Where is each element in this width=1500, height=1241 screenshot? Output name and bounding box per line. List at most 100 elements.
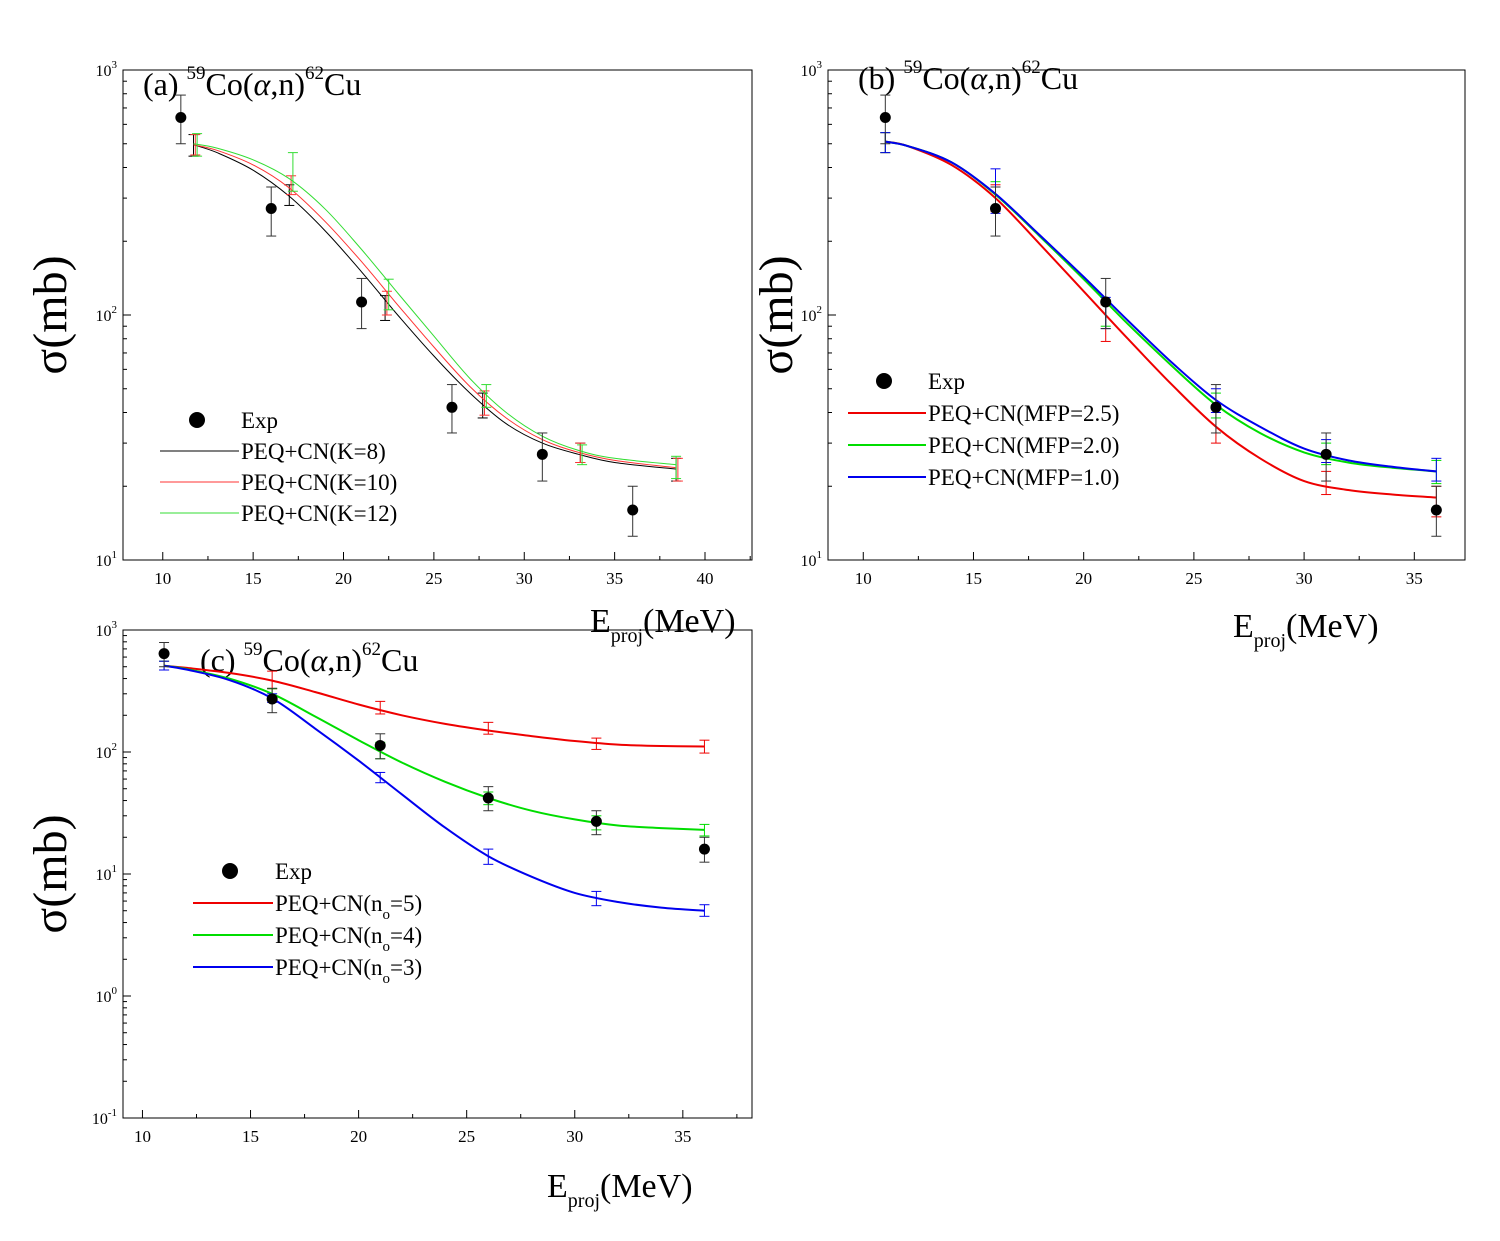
y-tick-exponent: 1 bbox=[112, 549, 118, 561]
y-tick-label: 102 bbox=[96, 304, 118, 325]
x-tick-label: 15 bbox=[242, 1127, 259, 1146]
y-tick-label: 10-1 bbox=[92, 1107, 117, 1128]
legend-label-1: PEQ+CN(no=5) bbox=[275, 891, 422, 923]
x-tick-label: 25 bbox=[1185, 569, 1202, 588]
exp-point bbox=[536, 448, 548, 460]
title-target: Co( bbox=[263, 642, 311, 678]
x-tick-label: 20 bbox=[335, 569, 352, 588]
title-product: Cu bbox=[1041, 60, 1078, 96]
y-tick-base: 10 bbox=[801, 553, 817, 570]
exp-point bbox=[879, 111, 891, 123]
exp-point bbox=[1430, 504, 1442, 516]
series-line-3 bbox=[885, 140, 1437, 473]
y-tick-exponent: -1 bbox=[108, 1107, 117, 1119]
y-tick-base: 10 bbox=[96, 553, 112, 570]
title-product: Cu bbox=[324, 66, 361, 102]
legend-label-1: PEQ+CN(K=8) bbox=[241, 439, 386, 464]
y-tick-label: 102 bbox=[801, 304, 823, 325]
x-tick-label: 20 bbox=[350, 1127, 367, 1146]
y-tick-exponent: 3 bbox=[112, 619, 118, 631]
y-tick-label: 103 bbox=[801, 59, 823, 80]
exp-point bbox=[698, 843, 710, 855]
x-tick-label: 10 bbox=[154, 569, 171, 588]
y-tick-exponent: 1 bbox=[112, 863, 118, 875]
legend-label-text: PEQ+CN(n bbox=[275, 955, 383, 980]
x-axis-symbol: E bbox=[547, 1168, 568, 1205]
legend-label-text: PEQ+CN(K=8) bbox=[241, 439, 386, 464]
title-target: Co( bbox=[922, 60, 970, 96]
legend-exp-marker bbox=[222, 863, 238, 879]
x-tick-label: 10 bbox=[134, 1127, 151, 1146]
legend-label-3: PEQ+CN(MFP=1.0) bbox=[928, 465, 1119, 490]
panel-label: (a) bbox=[143, 66, 187, 102]
y-tick-base: 10 bbox=[92, 1111, 108, 1128]
x-axis-symbol: E bbox=[1233, 608, 1254, 645]
plot-frame bbox=[122, 629, 753, 1119]
title-target: Co( bbox=[206, 66, 254, 102]
legend-label-3: PEQ+CN(no=3) bbox=[275, 955, 422, 987]
legend-label-text: PEQ+CN(MFP=1.0) bbox=[928, 465, 1119, 490]
x-tick-label: 30 bbox=[516, 569, 533, 588]
x-tick-label: 30 bbox=[1296, 569, 1313, 588]
x-tick-label: 15 bbox=[245, 569, 262, 588]
y-tick-label: 103 bbox=[96, 59, 118, 80]
title-mass-62: 62 bbox=[1022, 57, 1041, 78]
y-tick-base: 10 bbox=[801, 308, 817, 325]
y-tick-exponent: 0 bbox=[112, 985, 118, 997]
exp-point bbox=[627, 504, 639, 516]
y-tick-label: 101 bbox=[801, 549, 823, 570]
panel-title: (b) 59Co(α,n)62Cu bbox=[858, 57, 1078, 96]
legend-exp-marker bbox=[876, 373, 892, 389]
exp-point bbox=[265, 203, 277, 215]
y-tick-exponent: 2 bbox=[112, 741, 118, 753]
x-axis-symbol: E bbox=[590, 603, 611, 640]
title-alpha: α bbox=[254, 66, 272, 102]
y-tick-base: 10 bbox=[96, 745, 112, 762]
x-axis-subscript: proj bbox=[611, 625, 643, 647]
exp-point bbox=[175, 111, 187, 123]
legend-label-text: PEQ+CN(n bbox=[275, 923, 383, 948]
y-tick-label: 101 bbox=[96, 863, 118, 884]
exp-point bbox=[482, 792, 494, 804]
legend-label-text: PEQ+CN(MFP=2.5) bbox=[928, 401, 1119, 426]
legend: Exp PEQ+CN(K=8) PEQ+CN(K=10) PEQ+CN(K=12) bbox=[160, 408, 397, 526]
panel-label: (b) bbox=[858, 60, 903, 96]
y-tick-base: 10 bbox=[96, 308, 112, 325]
y-axis-label: σ(mb) bbox=[24, 255, 77, 374]
y-tick-base: 10 bbox=[96, 989, 112, 1006]
plot-frame bbox=[827, 69, 1466, 561]
x-axis-label: Eproj(MeV) bbox=[590, 603, 736, 647]
x-axis-unit: (MeV) bbox=[1286, 608, 1379, 645]
title-ejectile: ,n) bbox=[270, 66, 305, 102]
series-line-1 bbox=[193, 144, 677, 470]
x-tick-label: 25 bbox=[458, 1127, 475, 1146]
x-tick-label: 35 bbox=[606, 569, 623, 588]
x-tick-label: 35 bbox=[1406, 569, 1423, 588]
legend-label-subscript: o bbox=[383, 907, 391, 923]
y-tick-label: 101 bbox=[96, 549, 118, 570]
exp-point bbox=[374, 740, 386, 752]
x-tick-label: 15 bbox=[965, 569, 982, 588]
x-tick-label: 20 bbox=[1075, 569, 1092, 588]
title-mass-62: 62 bbox=[362, 639, 381, 660]
legend-label-text: PEQ+CN(n bbox=[275, 891, 383, 916]
title-mass-62: 62 bbox=[305, 63, 324, 84]
exp-point bbox=[1320, 448, 1332, 460]
legend-label-suffix: =3) bbox=[390, 955, 422, 980]
legend-label-text: PEQ+CN(MFP=2.0) bbox=[928, 433, 1119, 458]
x-axis-unit: (MeV) bbox=[643, 603, 736, 640]
panel-title: (c) 59Co(α,n)62Cu bbox=[200, 639, 418, 678]
legend-label-2: PEQ+CN(no=4) bbox=[275, 923, 422, 955]
y-tick-base: 10 bbox=[801, 63, 817, 80]
title-ejectile: ,n) bbox=[987, 60, 1022, 96]
legend-label-2: PEQ+CN(K=10) bbox=[241, 470, 397, 495]
title-ejectile: ,n) bbox=[327, 642, 362, 678]
exp-point bbox=[446, 401, 458, 413]
series-line-1 bbox=[164, 664, 705, 748]
y-tick-exponent: 2 bbox=[817, 304, 823, 316]
exp-point bbox=[990, 203, 1002, 215]
